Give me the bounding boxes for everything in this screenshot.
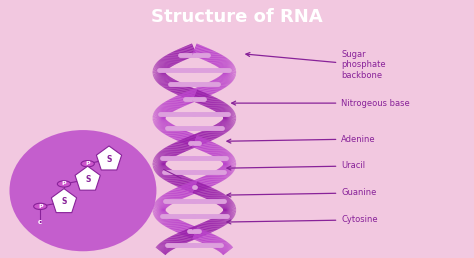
Text: S: S <box>85 175 91 184</box>
Text: P: P <box>85 161 90 166</box>
Text: Guanine: Guanine <box>227 188 377 197</box>
Text: P: P <box>62 181 66 187</box>
Text: Uracil: Uracil <box>227 162 365 171</box>
Text: Cytosine: Cytosine <box>227 215 378 224</box>
Polygon shape <box>51 189 77 213</box>
Polygon shape <box>96 146 122 170</box>
Text: P: P <box>38 204 43 209</box>
Circle shape <box>81 160 94 167</box>
Text: S: S <box>106 155 112 164</box>
Circle shape <box>57 181 71 187</box>
Text: Structure of RNA: Structure of RNA <box>151 8 323 26</box>
Polygon shape <box>75 166 100 190</box>
Text: Nitrogeous base: Nitrogeous base <box>232 99 410 108</box>
Ellipse shape <box>9 130 156 251</box>
Circle shape <box>34 203 47 209</box>
Text: Sugar
phosphate
backbone: Sugar phosphate backbone <box>246 50 386 80</box>
Text: c: c <box>38 219 42 225</box>
Text: S: S <box>61 197 67 206</box>
Text: Adenine: Adenine <box>227 134 376 143</box>
